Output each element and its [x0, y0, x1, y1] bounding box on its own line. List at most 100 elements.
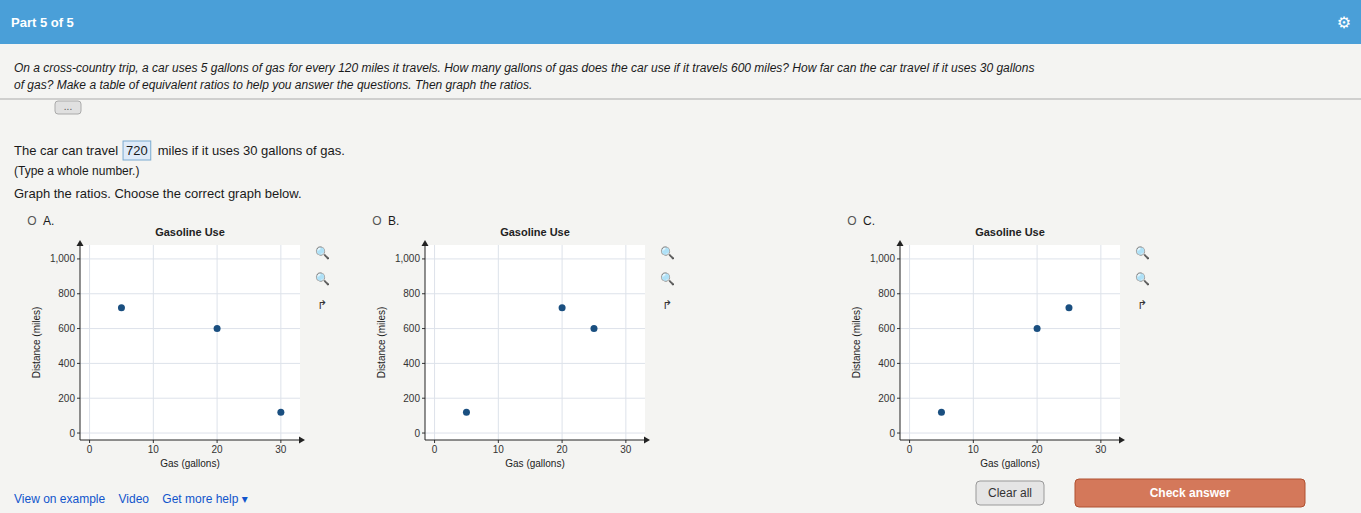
tick-label: 200	[58, 393, 75, 404]
option-label: A.	[43, 214, 54, 228]
graph-tool-icon[interactable]: 🔍	[315, 245, 330, 260]
grid-line	[434, 245, 435, 440]
tick-label: 400	[403, 358, 420, 369]
grid-line	[1100, 245, 1101, 440]
tick-label: 30	[275, 444, 287, 455]
problem-text: On a cross-country trip, a car uses 5 ga…	[14, 61, 1034, 75]
tick-label: 1,000	[870, 253, 895, 264]
points	[938, 304, 1073, 415]
plot-area	[80, 245, 300, 440]
clear-all-button[interactable]	[976, 481, 1044, 505]
point	[559, 304, 566, 311]
grid-line	[909, 245, 910, 440]
plot-area	[425, 245, 645, 440]
point	[463, 409, 470, 416]
expand-button[interactable]	[55, 101, 81, 114]
points	[118, 304, 284, 415]
graph-tool-icon[interactable]: 🔍	[1135, 245, 1150, 260]
grid-line	[900, 293, 1120, 294]
graph-tool-icon[interactable]: ↱	[662, 298, 672, 312]
y-axis	[900, 245, 901, 440]
graph-tool-icon[interactable]: ↱	[1137, 298, 1147, 312]
expand-button-text: ...	[64, 101, 72, 112]
answer-box[interactable]	[123, 141, 151, 160]
grid-line	[80, 433, 300, 434]
radio-button[interactable]: O	[847, 214, 856, 228]
tick-label: 600	[58, 323, 75, 334]
tick-label: 400	[58, 358, 75, 369]
grid-line	[900, 258, 1120, 259]
point	[590, 325, 597, 332]
grid-line	[80, 398, 300, 399]
header-text: Part 5 of 5	[11, 15, 74, 30]
grid-line	[425, 293, 645, 294]
tick-label: 20	[557, 444, 569, 455]
y-axis-label: Distance (miles)	[851, 307, 862, 379]
y-axis-label: Distance (miles)	[31, 307, 42, 379]
graph-tool-icon[interactable]: 🔍	[1135, 271, 1150, 286]
point	[938, 409, 945, 416]
graph-prompt: Graph the ratios. Choose the correct gra…	[14, 186, 302, 201]
grid-line	[89, 245, 90, 440]
tick-label: 800	[878, 288, 895, 299]
graph-tool-icon[interactable]: 🔍	[660, 271, 675, 286]
tick-label: 200	[878, 393, 895, 404]
x-axis-label: Gas (gallons)	[505, 458, 564, 469]
help-links[interactable]: View on example Video Get more help ▾	[14, 492, 248, 506]
point	[118, 304, 125, 311]
settings-icon[interactable]: ⚙	[1337, 14, 1351, 31]
graph-tool-icon[interactable]: 🔍	[315, 271, 330, 286]
clear-all-text: Clear all	[988, 486, 1032, 500]
point	[214, 325, 221, 332]
tick-label: 400	[878, 358, 895, 369]
tick-label: 0	[87, 444, 93, 455]
tick-label: 10	[148, 444, 160, 455]
x-axis	[80, 440, 300, 441]
tick-label: 20	[1032, 444, 1044, 455]
check-answer-text: Check answer	[1150, 486, 1231, 500]
chart-title: Gasoline Use	[155, 226, 225, 238]
radio-button[interactable]: O	[372, 214, 381, 228]
x-axis-label: Gas (gallons)	[980, 458, 1039, 469]
radio-button[interactable]: O	[27, 214, 36, 228]
tick-label: 800	[58, 288, 75, 299]
grid-line	[900, 398, 1120, 399]
graph-tool-icon[interactable]: 🔍	[660, 245, 675, 260]
option-label: C.	[863, 214, 875, 228]
tick-label: 30	[1095, 444, 1107, 455]
tick-label: 200	[403, 393, 420, 404]
tick-label: 0	[907, 444, 913, 455]
y-axis	[425, 245, 426, 440]
y-axis	[80, 245, 81, 440]
point	[1034, 325, 1041, 332]
grid-line	[498, 245, 499, 440]
axis-arrow	[1119, 437, 1125, 444]
check-answer-button[interactable]	[1075, 479, 1305, 507]
tick-label: 0	[889, 428, 895, 439]
tick-label: 600	[403, 323, 420, 334]
tick-label: 600	[878, 323, 895, 334]
grid-line	[625, 245, 626, 440]
tick-label: 30	[620, 444, 632, 455]
tick-label: 1,000	[395, 253, 420, 264]
axis-arrow	[422, 240, 429, 246]
graph-tool-icon[interactable]: ↱	[317, 298, 327, 312]
grid-line	[80, 258, 300, 259]
axis-arrow	[77, 240, 84, 246]
axis-arrow	[299, 437, 305, 444]
grid-line	[80, 328, 300, 329]
grid-line	[80, 363, 300, 364]
grid-line	[1037, 245, 1038, 440]
x-axis	[900, 440, 1120, 441]
tick-label: 800	[403, 288, 420, 299]
grid-line	[425, 363, 645, 364]
grid-line	[425, 433, 645, 434]
separator	[0, 99, 1361, 100]
axis-arrow	[897, 240, 904, 246]
grid-line	[217, 245, 218, 440]
tick-label: 0	[432, 444, 438, 455]
grid-line	[153, 245, 154, 440]
point	[1065, 304, 1072, 311]
chart-title: Gasoline Use	[975, 226, 1045, 238]
grid-line	[562, 245, 563, 440]
